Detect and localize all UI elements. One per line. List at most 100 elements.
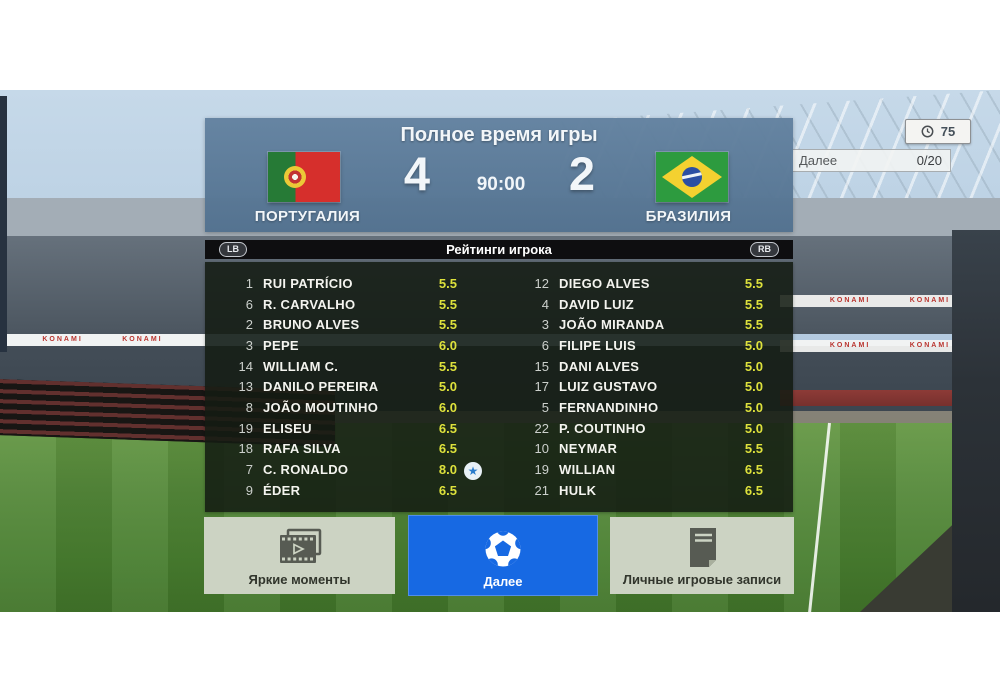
skip-counter: 0/20 bbox=[916, 153, 942, 168]
player-number: 8 bbox=[245, 399, 253, 415]
player-rating: 6.0 bbox=[438, 399, 457, 415]
game-viewport: KONAMI KONAMI KONAMI KONAMI KONAMI KONAM… bbox=[0, 90, 1000, 612]
skip-progress-bar[interactable]: Далее 0/20 bbox=[790, 149, 951, 172]
continue-button[interactable]: Далее bbox=[408, 515, 598, 596]
soccer-ball-icon bbox=[485, 531, 521, 567]
player-row: 21 HULK 6.5 bbox=[523, 480, 763, 501]
player-rating: 6.5 bbox=[744, 462, 763, 478]
player-name: WILLIAM C. bbox=[263, 358, 339, 374]
player-name: JOÃO MOUTINHO bbox=[263, 399, 379, 415]
highlights-button[interactable]: Яркие моменты bbox=[204, 517, 395, 594]
away-score: 2 bbox=[568, 147, 596, 200]
player-number: 17 bbox=[534, 379, 549, 395]
player-rating: 5.0 bbox=[744, 399, 763, 415]
player-row: 12 DIEGO ALVES 5.5 bbox=[523, 273, 763, 294]
film-icon bbox=[279, 528, 321, 563]
player-name: DANI ALVES bbox=[559, 358, 640, 374]
player-rating: 5.5 bbox=[744, 296, 763, 312]
player-rating: 5.0 bbox=[438, 379, 457, 395]
player-rating: 5.5 bbox=[438, 317, 457, 333]
clock-icon bbox=[921, 125, 934, 138]
ad-strip: KONAMI KONAMI bbox=[780, 340, 1000, 352]
player-name: DIEGO ALVES bbox=[559, 275, 650, 291]
player-number: 5 bbox=[541, 399, 549, 415]
brazil-flag-band bbox=[682, 171, 702, 180]
player-number: 1 bbox=[245, 275, 253, 291]
ratings-header-bar: LB Рейтинги игрока RB bbox=[205, 240, 793, 259]
ratings-title: Рейтинги игрока bbox=[446, 242, 552, 257]
player-name: BRUNO ALVES bbox=[263, 317, 360, 333]
player-name: FILIPE LUIS bbox=[559, 337, 636, 353]
player-rating: 5.0 bbox=[744, 420, 763, 436]
player-row: 19 ELISEU 6.5 bbox=[227, 418, 457, 439]
player-number: 2 bbox=[245, 317, 253, 333]
stadium-pillar-right bbox=[952, 230, 1000, 612]
continue-button-label: Далее bbox=[483, 574, 523, 589]
lb-button[interactable]: LB bbox=[219, 242, 247, 257]
player-row: 13 DANILO PEREIRA 5.0 bbox=[227, 376, 457, 397]
player-row: 19 WILLIAN 6.5 bbox=[523, 459, 763, 480]
player-number: 22 bbox=[534, 420, 549, 436]
player-name: WILLIAN bbox=[559, 462, 616, 478]
player-name: P. COUTINHO bbox=[559, 420, 646, 436]
player-number: 9 bbox=[245, 482, 253, 498]
player-rating: 6.5 bbox=[438, 420, 457, 436]
player-row: 18 RAFA SILVA 6.5 bbox=[227, 439, 457, 460]
player-number: 3 bbox=[541, 317, 549, 333]
player-rating: 5.0 bbox=[744, 379, 763, 395]
match-time: 90:00 bbox=[476, 174, 526, 195]
player-name: FERNANDINHO bbox=[559, 399, 659, 415]
home-score: 4 bbox=[403, 147, 431, 200]
player-number: 12 bbox=[534, 275, 549, 291]
stadium-pillar-left bbox=[0, 96, 7, 352]
player-number: 14 bbox=[238, 358, 253, 374]
brazil-flag-globe bbox=[682, 167, 702, 187]
player-rating: 5.5 bbox=[744, 441, 763, 457]
away-team-name: БРАЗИЛИЯ bbox=[645, 208, 732, 225]
player-row: 22 P. COUTINHO 5.0 bbox=[523, 418, 763, 439]
ad-board bbox=[780, 390, 1000, 406]
player-row: 3 PEPE 6.0 bbox=[227, 335, 457, 356]
player-name: DANILO PEREIRA bbox=[263, 379, 379, 395]
home-ratings-column: 1 RUI PATRÍCIO 5.5 6 R. CARVALHO 5.5 2 BRUNO AL… bbox=[227, 273, 482, 501]
player-rating: 6.0 bbox=[438, 337, 457, 353]
player-ratings-panel: 1 RUI PATRÍCIO 5.5 6 R. CARVALHO 5.5 2 BRUNO AL… bbox=[205, 262, 793, 512]
player-rating: 5.5 bbox=[438, 358, 457, 374]
player-rating: 5.0 bbox=[744, 337, 763, 353]
match-clock-value: 75 bbox=[940, 124, 956, 139]
player-name: PEPE bbox=[263, 337, 299, 353]
player-rating: 5.5 bbox=[744, 317, 763, 333]
player-row: 2 BRUNO ALVES 5.5 bbox=[227, 314, 457, 335]
player-row: 14 WILLIAM C. 5.5 bbox=[227, 356, 457, 377]
highlights-button-label: Яркие моменты bbox=[248, 572, 351, 587]
portugal-flag-emblem bbox=[284, 166, 307, 188]
player-name: RUI PATRÍCIO bbox=[263, 275, 353, 291]
player-name: RAFA SILVA bbox=[263, 441, 341, 457]
player-name: NEYMAR bbox=[559, 441, 618, 457]
player-number: 15 bbox=[534, 358, 549, 374]
player-number: 13 bbox=[238, 379, 253, 395]
player-rating: 6.5 bbox=[438, 482, 457, 498]
player-number: 18 bbox=[238, 441, 253, 457]
ad-strip: KONAMI KONAMI bbox=[0, 334, 205, 346]
player-number: 19 bbox=[534, 462, 549, 478]
player-rating: 5.0 bbox=[744, 358, 763, 374]
player-row: 5 FERNANDINHO 5.0 bbox=[523, 397, 763, 418]
player-rating: 6.5 bbox=[744, 482, 763, 498]
player-row: 6 R. CARVALHO 5.5 bbox=[227, 294, 457, 315]
player-name: C. RONALDO bbox=[263, 462, 349, 478]
mvp-star-icon: ★ bbox=[464, 462, 482, 481]
player-row: 6 FILIPE LUIS 5.0 bbox=[523, 335, 763, 356]
player-number: 10 bbox=[534, 441, 549, 457]
player-row: 3 JOÃO MIRANDA 5.5 bbox=[523, 314, 763, 335]
rb-button[interactable]: RB bbox=[750, 242, 779, 257]
player-row: 7 C. RONALDO 8.0 ★ bbox=[227, 459, 482, 481]
personal-records-button[interactable]: Личные игровые записи bbox=[610, 517, 794, 594]
player-row: 17 LUIZ GUSTAVO 5.0 bbox=[523, 376, 763, 397]
player-row: 10 NEYMAR 5.5 bbox=[523, 439, 763, 460]
skip-label: Далее bbox=[799, 153, 838, 168]
player-number: 19 bbox=[238, 420, 253, 436]
player-number: 3 bbox=[245, 337, 253, 353]
player-name: LUIZ GUSTAVO bbox=[559, 379, 658, 395]
scoreboard-title: Полное время игры bbox=[400, 124, 598, 146]
